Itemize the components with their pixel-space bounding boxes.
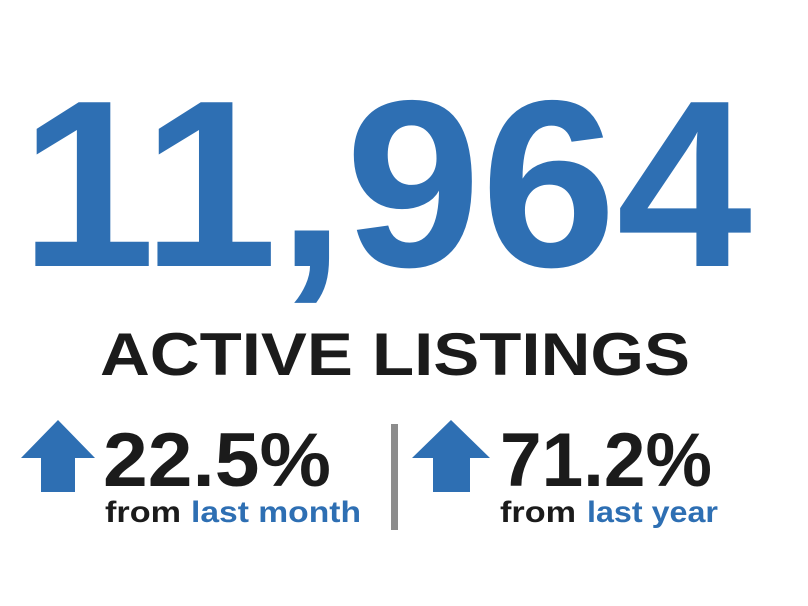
change-period: last year (587, 496, 718, 529)
up-arrow (21, 420, 95, 492)
change-value: 22.5% (103, 418, 331, 503)
change-period: last month (191, 496, 361, 529)
change-prefix: from (500, 496, 576, 529)
change-prefix: from (105, 496, 181, 529)
separator (391, 424, 398, 530)
headline-label: ACTIVE LISTINGS (100, 321, 690, 388)
headline-value: 11,964 (20, 52, 752, 317)
change-value: 71.2% (500, 418, 712, 503)
up-arrow (412, 420, 490, 492)
